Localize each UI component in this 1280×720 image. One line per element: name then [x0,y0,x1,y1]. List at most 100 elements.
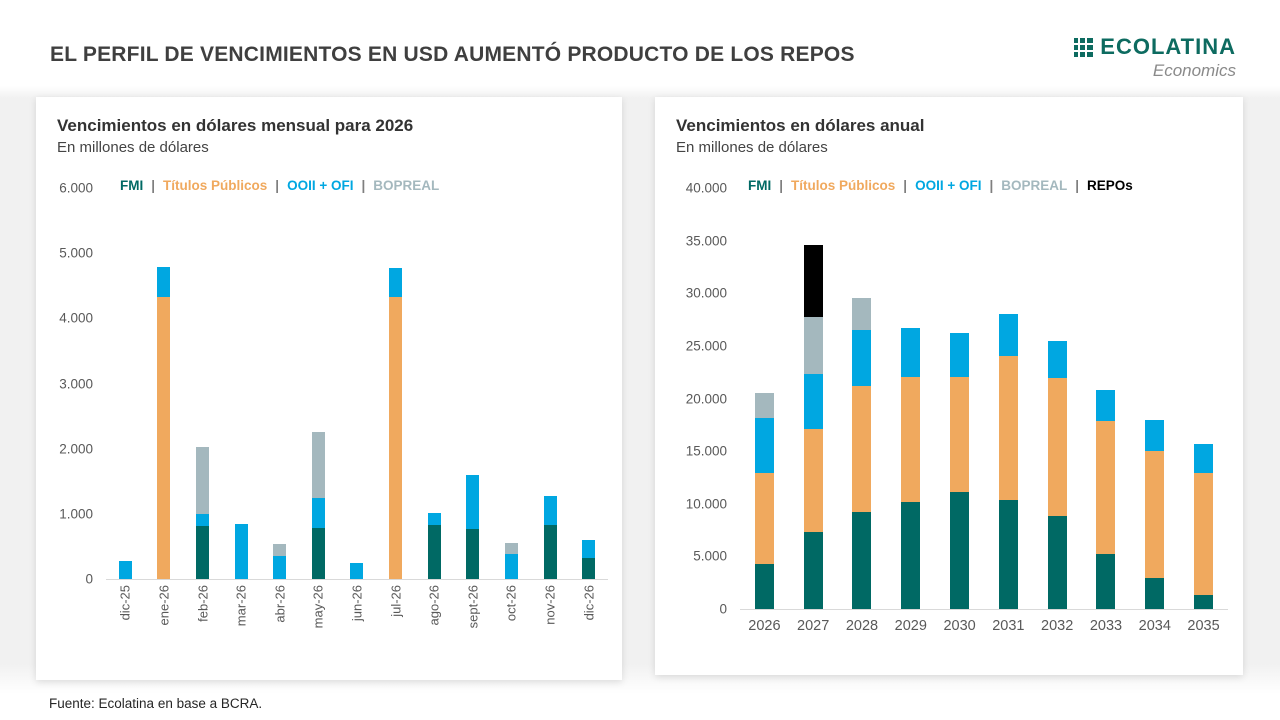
x-axis-label: 2029 [894,618,927,634]
bar-column: ago-26 [415,188,454,625]
bar-segment [998,314,1018,356]
bar-stack [196,447,210,579]
bar-column: 2033 [1082,188,1131,634]
logo-tagline: Economics [1152,61,1236,80]
y-axis-tick: 25.000 [685,338,727,354]
bar-segment [998,356,1018,500]
x-axis-label: 2032 [1041,618,1074,634]
bar-stack [1194,444,1214,609]
bar-stack [389,268,403,579]
bar-segment [803,429,823,532]
x-axis-label: 2028 [845,618,879,634]
bar-segment [1047,378,1067,516]
bar-segment [466,475,480,529]
bar-segment [1145,451,1165,578]
bar-column: jul-26 [376,188,415,617]
bar-segment [234,524,248,579]
bar-segment [1096,554,1116,609]
bar-segment [1194,595,1214,609]
bar-segment [427,513,441,525]
bar-segment [803,532,823,609]
bar-stack [852,298,872,609]
chart-title: Vencimientos en dólares anual [676,116,925,135]
x-axis-label: may-26 [310,585,326,629]
bar-segment [998,500,1018,609]
bar-column: 2031 [984,188,1033,634]
bar-column: 2029 [886,188,935,634]
bar-segment [504,554,518,579]
bar-segment [118,561,132,579]
x-axis-label: jul-26 [388,585,404,617]
x-axis-label: 2035 [1187,618,1220,634]
plot-area: 0 1.000 2.000 3.000 4.000 5.000 6.000 FMI | Títul… [59,178,608,628]
x-axis-label: dic-26 [581,585,597,621]
bar-column: 2034 [1130,188,1179,634]
bar-segment [852,512,872,609]
bar-segment [196,514,210,526]
bar-column: dic-25 [106,188,145,620]
footer-source: Fuente: Ecolatina en base a BCRA. [49,696,263,711]
y-axis-tick: 3.000 [59,376,93,391]
y-axis-tick: 10.000 [685,496,727,512]
bar-stack [466,475,480,579]
legend-separator: | [989,178,994,193]
bar-segment [1047,516,1067,609]
bar-segment [582,558,596,579]
x-axis-label: 2030 [943,618,976,634]
bar-column: may-26 [299,188,338,628]
x-axis-label: feb-26 [195,585,211,622]
bar-column: 2026 [740,188,789,634]
legend-item: Títulos Públicos [791,178,896,193]
y-axis-tick: 1.000 [59,506,93,522]
y-axis-tick: 15.000 [685,443,727,459]
y-axis-tick: 5.000 [693,548,727,564]
bar-segment [1096,421,1116,554]
bar-segment [543,525,557,579]
bar-segment [1145,578,1165,609]
bar-column: 2027 [789,188,838,634]
y-axis-tick: 20.000 [685,391,727,406]
bar-stack [427,513,441,579]
bar-column: 2028 [838,188,887,634]
bar-column: mar-26 [222,188,261,626]
legend-separator: | [779,178,784,193]
bar-segment [1194,473,1214,595]
logo-name: ECOLATINA [1100,34,1236,59]
legend-item: OOII + OFI [287,178,354,193]
x-axis-label: ene-26 [156,585,172,626]
logo-grid-icon [1074,37,1094,57]
bar-segment [950,377,970,492]
bar-segment [901,328,921,377]
bar-segment [1096,390,1116,421]
bar-stack [998,314,1018,609]
x-axis-label: 2033 [1089,618,1123,634]
monthly-chart-card: Vencimientos en dólares mensual para 202… [36,97,622,680]
legend-item: BOPREAL [373,178,440,193]
bar-stack [950,333,970,609]
bar-column: dic-26 [569,188,608,620]
bar-segment [389,297,403,579]
page-title: EL PERFIL DE VENCIMIENTOS EN USD AUMENTÓ… [50,43,855,66]
bar-column: 2035 [1179,188,1228,634]
y-axis-tick: 0 [719,601,727,617]
bar-segment [901,377,921,502]
bar-stack [754,393,774,609]
bar-segment [950,333,970,377]
bar-segment [582,540,596,558]
legend-separator: | [1075,178,1080,193]
bar-stack [803,245,823,609]
bar-stack [901,328,921,609]
x-axis-label: oct-26 [503,585,519,622]
bar-column: 2032 [1033,188,1082,634]
legend-separator: | [151,178,156,193]
y-axis-tick: 4.000 [59,310,93,326]
x-axis-label: 2031 [992,618,1025,634]
bar-segment [1047,341,1067,378]
bar-column: sept-26 [453,188,492,628]
chart-subtitle: En millones de dólares [676,139,828,156]
bar-segment [803,245,823,317]
chart-title: Vencimientos en dólares mensual para 202… [57,116,414,135]
bar-segment [196,447,210,514]
bar-segment [754,473,774,564]
bar-segment [157,297,171,579]
